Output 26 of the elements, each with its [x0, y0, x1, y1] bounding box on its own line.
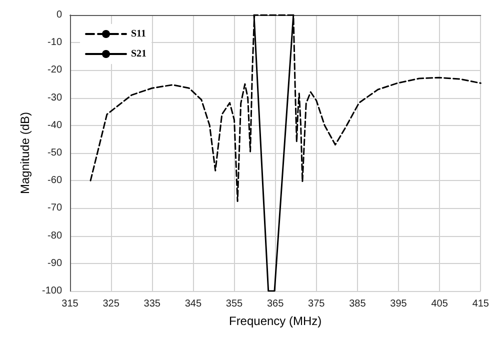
x-tick-label: 355 — [226, 298, 244, 310]
x-tick-label: 395 — [390, 298, 408, 310]
legend-label: S21 — [131, 48, 147, 60]
y-tick-label: -90 — [48, 258, 62, 269]
y-tick-label: -100 — [42, 286, 62, 296]
x-tick-label: 325 — [102, 298, 120, 310]
x-tick-label: 365 — [266, 298, 284, 310]
y-tick-label: 0 — [56, 10, 62, 20]
x-tick-label: 335 — [144, 298, 161, 310]
y-tick-label: -10 — [48, 37, 62, 48]
x-tick-label: 315 — [62, 298, 79, 310]
y-tick-label: -20 — [48, 64, 62, 76]
x-tick-label: 385 — [349, 298, 366, 310]
y-axis-title: Magnitude (dB) — [18, 112, 32, 194]
legend-label: S11 — [131, 28, 146, 40]
x-tick-label: 415 — [472, 298, 490, 310]
y-tick-label: -30 — [48, 92, 62, 104]
y-tick-label: -80 — [48, 230, 62, 242]
y-tick-label: -70 — [48, 202, 62, 214]
y-tick-label: -40 — [48, 120, 62, 131]
x-axis-title: Frequency (MHz) — [228, 314, 322, 328]
y-tick-label: -50 — [48, 148, 62, 158]
x-tick-label: 345 — [184, 298, 202, 310]
x-tick-label: 405 — [431, 298, 448, 310]
y-tick-label: -60 — [48, 175, 62, 186]
x-tick-label: 375 — [308, 298, 326, 310]
